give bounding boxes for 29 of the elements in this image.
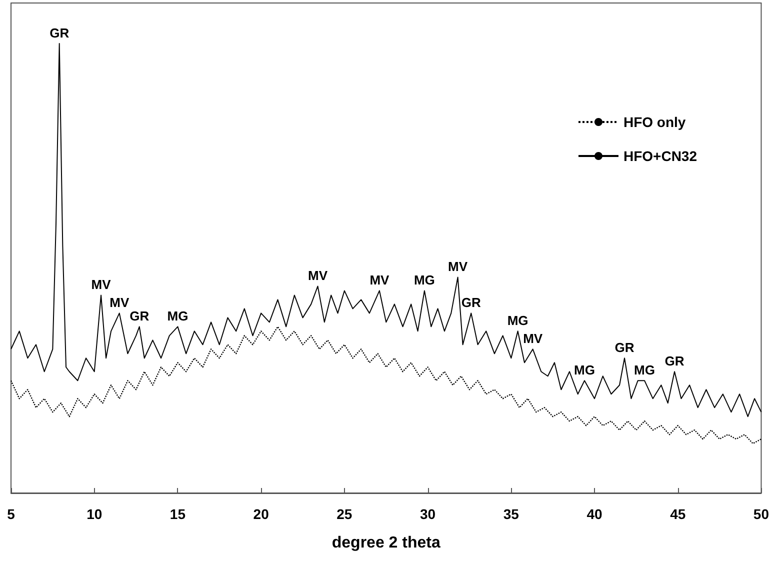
annotation: GR	[664, 354, 685, 369]
annotation: MG	[414, 272, 435, 288]
legend-label: HFO+CN32	[623, 148, 698, 164]
x-tick-label: 5	[7, 506, 16, 522]
annotation: MV	[370, 272, 390, 288]
annotation: MV	[91, 277, 112, 292]
annotation: MG	[507, 313, 528, 328]
x-tick-label: 30	[420, 506, 436, 522]
annotation: GR	[614, 340, 635, 356]
annotation: MV	[448, 259, 468, 274]
annotation: MG	[167, 308, 188, 324]
x-tick-label: 50	[753, 506, 770, 522]
x-axis-title: degree 2 theta	[332, 534, 440, 552]
x-tick-label: 20	[253, 506, 270, 522]
x-tick-label: 15	[170, 506, 186, 522]
annotation: GR	[461, 295, 482, 310]
annotation: MV	[110, 295, 130, 310]
annotation: MV	[523, 331, 543, 346]
x-tick-label: 10	[86, 506, 102, 522]
x-tick-label: 35	[503, 506, 520, 522]
x-tick-label: 25	[336, 506, 352, 522]
annotation: GR	[50, 25, 70, 40]
legend-label: HFO only	[623, 114, 686, 130]
annotation: MV	[308, 268, 328, 284]
x-tick-label: 40	[586, 506, 602, 522]
x-tick-label: 45	[670, 506, 686, 522]
annotation: GR	[130, 308, 150, 324]
annotation: MG	[574, 362, 595, 378]
annotation: MG	[634, 362, 655, 378]
